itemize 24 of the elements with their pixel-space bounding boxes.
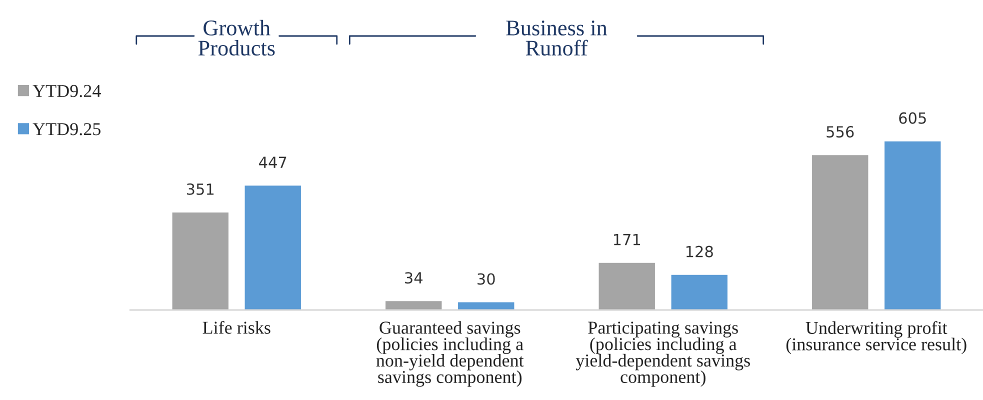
bar	[456, 300, 516, 310]
legend-label: YTD9.24	[32, 84, 101, 98]
x-tick-label: Underwriting profit (insurance service result)	[786, 321, 966, 354]
bar	[670, 273, 729, 310]
bar	[810, 154, 870, 310]
text: Business in Runoff	[506, 20, 608, 56]
x-tick-label: Life risks	[202, 320, 270, 334]
data-label: 605	[899, 112, 926, 124]
x-tick-label: Guaranteed savings (policies including a non-yield dependent savings component)	[376, 321, 524, 387]
data-label: 556	[826, 126, 854, 138]
data-label: 34	[405, 272, 422, 284]
text: Growth Products	[198, 20, 275, 56]
bar	[883, 140, 942, 310]
data-label: 171	[614, 234, 640, 246]
bar	[597, 261, 656, 310]
data-label: 351	[186, 183, 214, 195]
data-label: 128	[686, 246, 713, 258]
bar	[384, 300, 444, 310]
data-label: 30	[478, 273, 495, 285]
x-tick-label: Participating savings (policies including a yield-dependent savings component)	[576, 322, 750, 387]
bar	[243, 184, 302, 310]
data-label: 447	[259, 156, 286, 168]
bar	[170, 211, 230, 310]
legend-label: YTD9.25	[32, 123, 100, 136]
